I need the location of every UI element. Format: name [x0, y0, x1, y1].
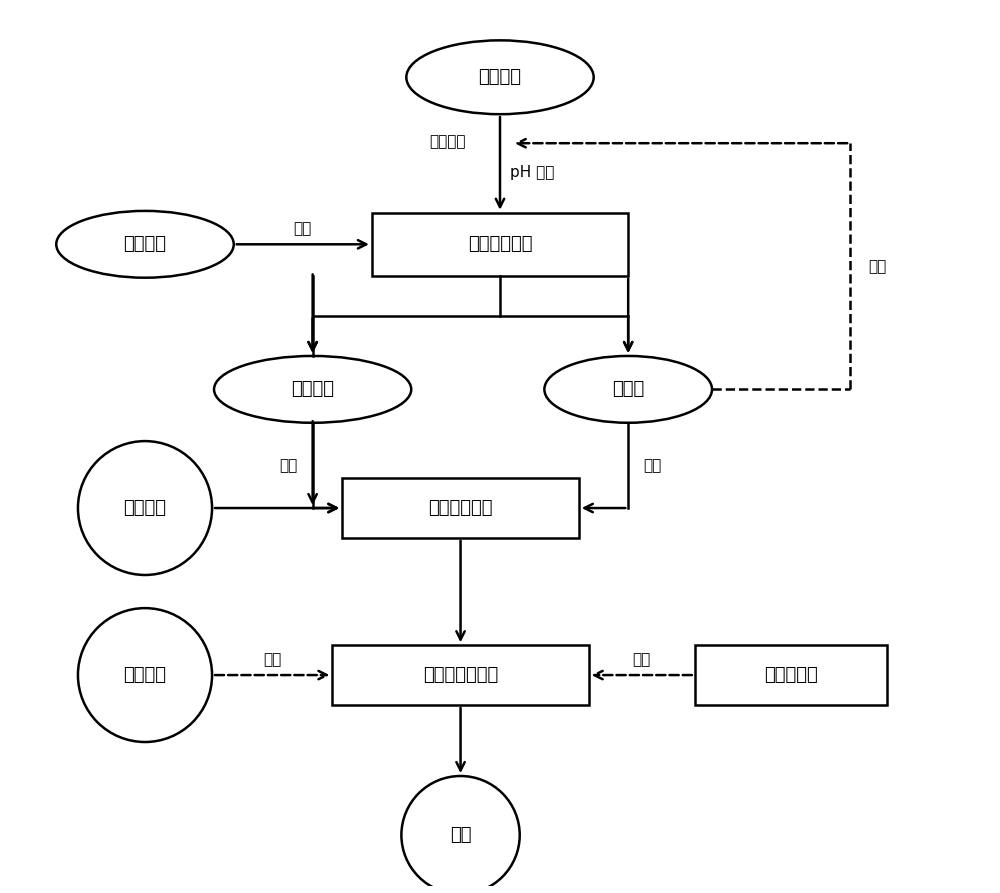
Bar [372, 213, 628, 276]
Bar [342, 478, 579, 538]
Text: 产醇相反应器: 产醇相反应器 [468, 235, 532, 254]
Text: 接种: 接种 [294, 221, 312, 236]
Text: 城市污泥: 城市污泥 [124, 499, 167, 517]
Text: 均匀粉碎: 均匀粉碎 [429, 134, 465, 149]
Text: pH 调节: pH 调节 [510, 164, 554, 179]
Text: 餐厨垃圾: 餐厨垃圾 [479, 68, 522, 87]
Text: 导电材料: 导电材料 [124, 666, 167, 684]
Text: 酿酒酵母: 酿酒酵母 [124, 235, 167, 254]
Text: 耦合: 耦合 [633, 652, 651, 667]
Text: 混合: 混合 [280, 458, 298, 473]
Text: 回流: 回流 [868, 259, 886, 274]
Text: 混合: 混合 [643, 458, 661, 473]
Text: 电化学装置: 电化学装置 [764, 666, 818, 684]
Bar [695, 645, 887, 705]
Text: 发酵残渣: 发酵残渣 [291, 380, 334, 398]
Text: 发酵液: 发酵液 [612, 380, 644, 398]
Text: 预处理反应器: 预处理反应器 [428, 499, 493, 517]
Text: 产甲烷相反应器: 产甲烷相反应器 [423, 666, 498, 684]
Text: 甲烷: 甲烷 [450, 826, 471, 844]
Bar [332, 645, 589, 705]
Text: 添加: 添加 [263, 652, 281, 667]
